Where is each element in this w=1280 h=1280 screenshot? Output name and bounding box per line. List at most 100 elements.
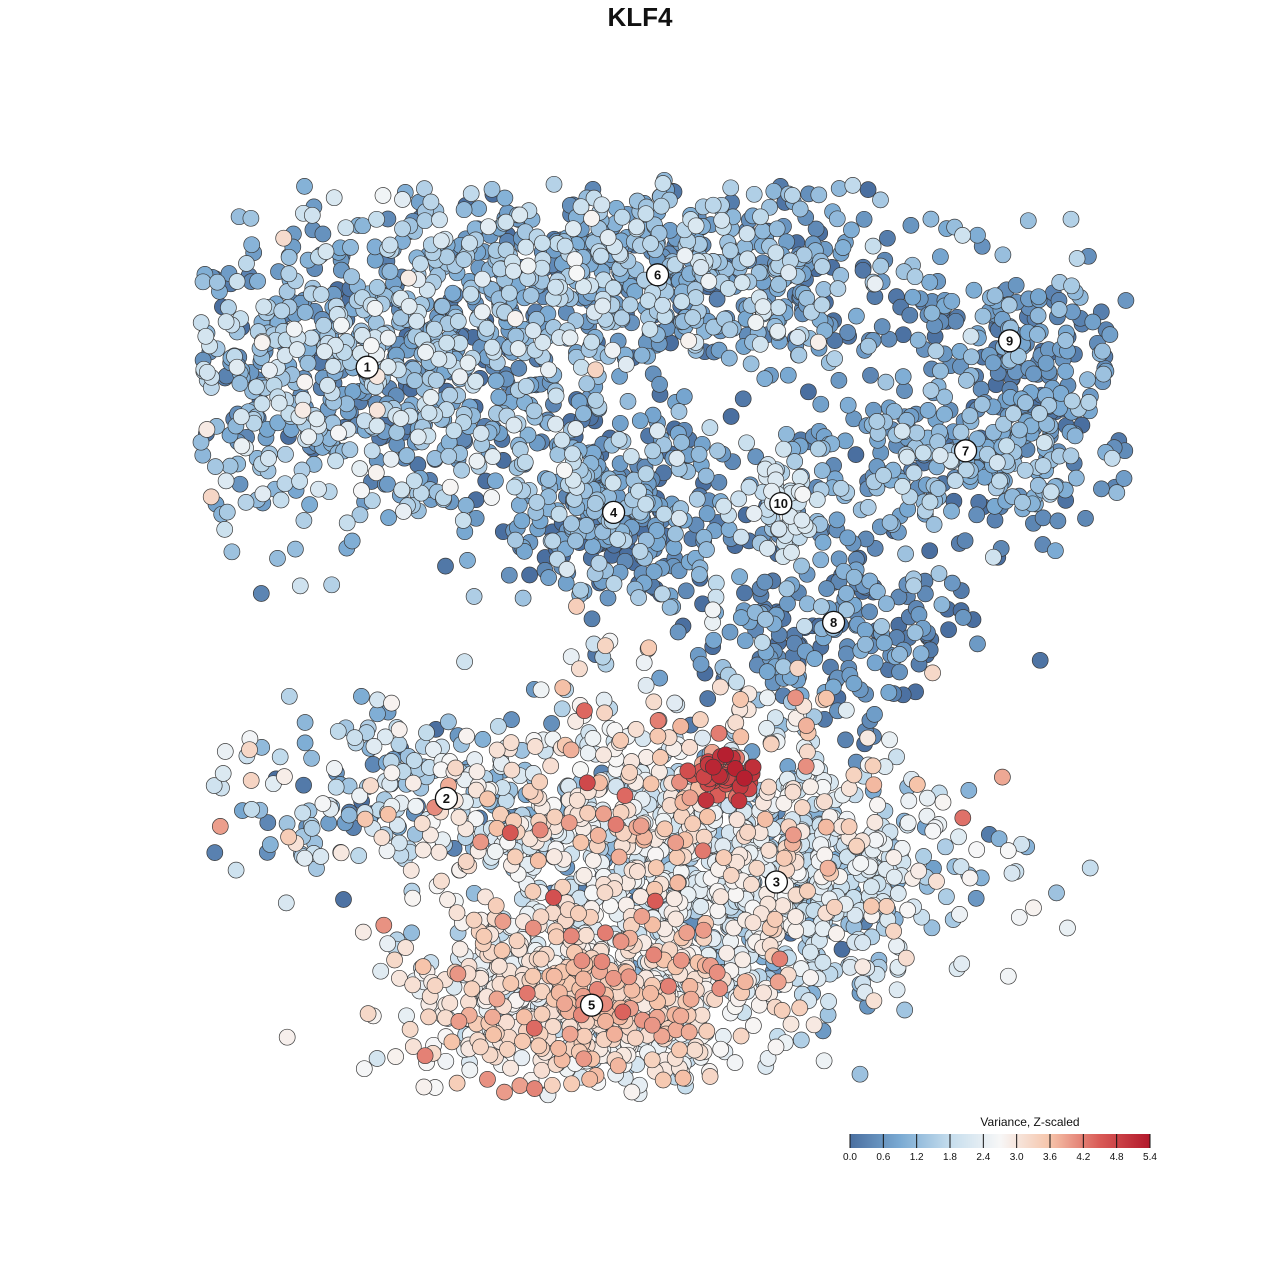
cell-point: [500, 284, 518, 302]
cell-point: [300, 428, 317, 446]
cell-point: [1030, 288, 1047, 306]
cell-point: [623, 1083, 641, 1101]
cell-point: [922, 382, 940, 399]
cell-point: [828, 925, 845, 943]
cell-point: [755, 984, 772, 1002]
cell-point: [524, 919, 542, 937]
cell-point: [790, 346, 808, 364]
cell-point: [579, 804, 597, 822]
cell-point: [791, 999, 809, 1017]
cell-point: [910, 862, 928, 880]
cell-point: [272, 491, 290, 509]
cell-point: [697, 467, 715, 485]
cell-point: [579, 744, 597, 762]
cell-point: [400, 269, 417, 287]
cell-point: [669, 623, 687, 641]
cell-point: [848, 307, 865, 325]
cell-point: [769, 322, 787, 340]
cell-point: [545, 889, 562, 906]
cell-point: [875, 634, 893, 652]
cell-point: [739, 250, 756, 268]
cell-point: [711, 980, 729, 997]
cell-point: [752, 208, 769, 226]
cell-point: [359, 1005, 377, 1022]
cell-point: [299, 354, 317, 372]
cell-point: [1029, 307, 1047, 324]
cell-point: [627, 1029, 644, 1047]
cell-point: [704, 196, 722, 214]
cell-point: [919, 789, 936, 807]
cell-point: [296, 734, 314, 752]
cell-point: [680, 332, 698, 350]
cell-point: [813, 462, 831, 479]
cell-point: [674, 1069, 692, 1087]
cell-point: [925, 516, 943, 533]
cell-point: [387, 1048, 404, 1065]
cell-point: [233, 437, 251, 455]
cell-point: [756, 810, 774, 828]
cell-point: [998, 437, 1015, 455]
cell-point: [797, 757, 815, 775]
cell-point: [461, 1061, 479, 1079]
cell-point: [556, 995, 573, 1013]
cell-point: [778, 580, 796, 598]
cell-point: [368, 401, 386, 419]
cell-point: [578, 774, 596, 792]
cell-point: [1080, 394, 1098, 411]
cell-point: [416, 212, 434, 230]
cell-point: [449, 965, 467, 983]
cell-point: [409, 428, 427, 446]
cell-point: [787, 922, 805, 940]
cell-point: [327, 452, 344, 470]
cell-point: [732, 728, 750, 746]
cell-point: [273, 302, 291, 320]
cell-point: [1108, 484, 1126, 501]
cell-point: [962, 327, 980, 345]
cell-point: [375, 916, 393, 934]
cell-point: [433, 872, 450, 890]
cell-point: [927, 342, 945, 360]
cell-point: [1007, 276, 1025, 294]
cell-point: [484, 448, 502, 465]
cell-point: [873, 318, 891, 335]
cell-point: [713, 211, 731, 229]
cell-point: [445, 422, 463, 440]
cell-point: [936, 405, 953, 423]
cell-point: [1011, 421, 1028, 439]
cell-point: [296, 373, 314, 391]
colorbar-tick-label: 5.4: [1143, 1152, 1157, 1163]
cell-point: [611, 414, 629, 432]
cell-point: [612, 732, 629, 749]
cell-point: [726, 1054, 744, 1071]
cell-point: [496, 1083, 513, 1101]
cell-point: [584, 538, 601, 555]
cell-point: [323, 576, 341, 594]
cell-point: [510, 360, 528, 377]
cell-point: [924, 664, 941, 682]
cell-point: [467, 372, 485, 390]
cell-point: [296, 714, 314, 731]
cell-point: [404, 889, 422, 907]
cell-point: [630, 589, 647, 606]
cell-point: [314, 795, 332, 812]
cell-point: [756, 370, 774, 387]
cell-point: [451, 368, 469, 386]
cell-point: [760, 778, 778, 796]
cell-point: [954, 609, 972, 626]
cell-point: [412, 255, 429, 273]
cell-point: [474, 731, 492, 748]
cell-point: [862, 897, 880, 915]
cell-point: [609, 1057, 627, 1075]
cell-point: [487, 897, 505, 915]
cell-point: [639, 292, 657, 310]
colorbar-title: Variance, Z-scaled: [980, 1115, 1079, 1129]
cell-point: [868, 413, 886, 430]
cell-point: [561, 1025, 579, 1043]
cell-point: [530, 1037, 548, 1055]
cell-point: [816, 793, 833, 811]
cell-point: [692, 655, 710, 673]
cell-point: [367, 464, 385, 482]
cell-point: [861, 603, 878, 621]
cell-point: [1010, 908, 1028, 926]
cell-point: [859, 181, 877, 198]
